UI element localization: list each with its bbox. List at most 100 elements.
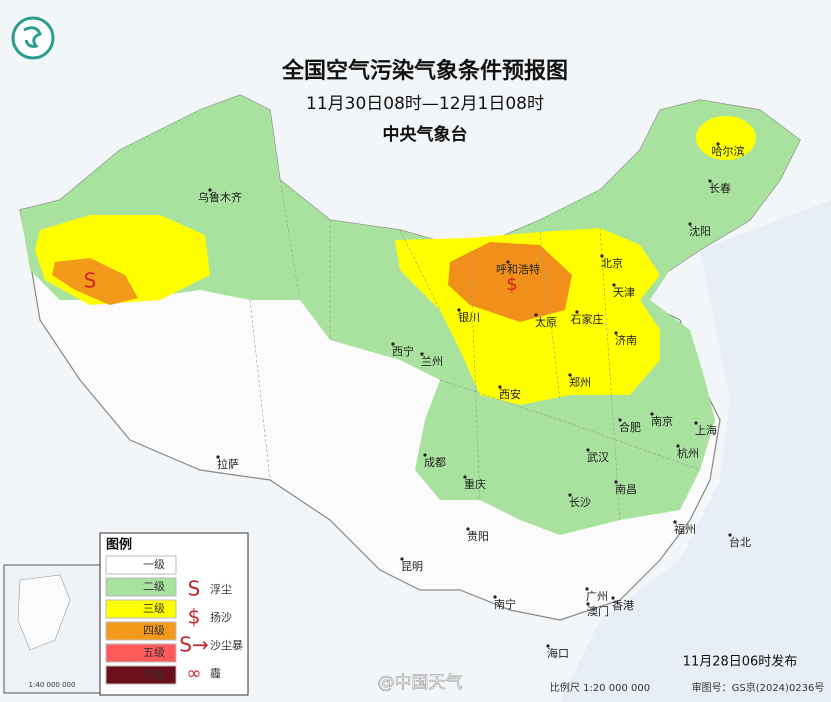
city-label: 长沙 xyxy=(569,496,591,509)
map-number: 审图号：GS京(2024)0236号 xyxy=(692,681,825,694)
city-dot xyxy=(694,421,698,425)
city-label: 西安 xyxy=(499,387,521,401)
city-label: 南昌 xyxy=(615,483,637,496)
city-label: 贵阳 xyxy=(467,530,489,543)
city-dot xyxy=(216,455,220,459)
legend-swatch xyxy=(105,577,177,597)
legend-level: 一级 xyxy=(143,558,165,571)
city-label: 福州 xyxy=(674,522,696,536)
inset-scale: 1:40 000 000 xyxy=(29,681,76,689)
city-label: 台北 xyxy=(729,535,751,549)
city-label: 乌鲁木齐 xyxy=(198,190,242,204)
city-dot xyxy=(391,342,395,346)
city-label: 拉萨 xyxy=(217,457,239,471)
city-label: 郑州 xyxy=(569,375,591,389)
city-dot xyxy=(457,308,461,312)
city-label: 香港 xyxy=(612,599,634,612)
legend-phenomenon: 扬沙 xyxy=(210,610,232,624)
city-label: 重庆 xyxy=(464,477,486,491)
city-label: 长春 xyxy=(709,182,731,195)
sea xyxy=(560,200,831,702)
city-label: 兰州 xyxy=(421,355,443,368)
city-dot xyxy=(611,596,615,600)
city-label: 济南 xyxy=(615,333,637,347)
city-dot xyxy=(463,475,467,479)
legend-swatch xyxy=(105,621,177,641)
legend-phenomenon: 沙尘暴 xyxy=(210,639,243,652)
legend-symbol: $ xyxy=(188,605,201,629)
legend-symbol: S xyxy=(188,577,201,601)
city-dot xyxy=(420,352,424,356)
level-4-area xyxy=(52,258,138,305)
city-dot xyxy=(614,331,618,335)
level-4-area xyxy=(448,242,572,322)
city-label: 海口 xyxy=(547,646,569,660)
period: 11月30日08时—12月1日08时 xyxy=(306,94,544,114)
city-label: 西宁 xyxy=(392,344,414,358)
city-dot xyxy=(676,444,680,448)
city-label: 银川 xyxy=(458,310,480,324)
level-2-area xyxy=(20,95,800,535)
city-dot xyxy=(498,385,502,389)
city-label: 太原 xyxy=(535,316,557,329)
city-label: 昆明 xyxy=(401,560,423,573)
city-label: 哈尔滨 xyxy=(712,144,745,158)
legend-swatch xyxy=(105,599,177,619)
city-label: 杭州 xyxy=(677,446,699,460)
legend-title: 图例 xyxy=(106,537,132,553)
watermark: @中国天气 xyxy=(378,673,463,693)
inset-land xyxy=(17,574,71,651)
city-label: 广州 xyxy=(586,590,608,603)
logo-mark xyxy=(23,26,42,48)
city-label: 天津 xyxy=(613,286,635,299)
city-dot xyxy=(466,527,470,531)
city-dot xyxy=(618,418,622,422)
city-dot xyxy=(586,602,590,606)
map-scale: 比例尺 1:20 000 000 xyxy=(550,681,650,694)
city-dot xyxy=(493,595,497,599)
legend-swatch xyxy=(105,665,177,685)
city-dot xyxy=(585,587,589,591)
legend-level: 三级 xyxy=(143,602,165,615)
city-dot xyxy=(506,260,510,264)
city-dot xyxy=(546,644,550,648)
city-dot xyxy=(534,313,538,317)
city-label: 南宁 xyxy=(494,597,516,611)
city-label: 南京 xyxy=(651,414,673,428)
city-dot xyxy=(600,254,604,258)
city-dot xyxy=(688,222,692,226)
city-dot xyxy=(612,283,616,287)
city-dot xyxy=(568,493,572,497)
legend-swatch xyxy=(105,643,177,663)
city-dot xyxy=(400,557,404,561)
city-label: 北京 xyxy=(601,256,623,270)
city-label: 成都 xyxy=(424,456,446,469)
city-dot xyxy=(208,188,212,192)
city-label: 上海 xyxy=(695,423,717,437)
legend-phenomena: S 浮尘 $ 扬沙S→ 沙尘暴 ∞ 霾 xyxy=(179,577,243,685)
city-dot xyxy=(586,448,590,452)
issuer: 中央气象台 xyxy=(383,124,468,145)
city-dot xyxy=(423,453,427,457)
city-label: 呼和浩特 xyxy=(496,262,540,276)
city-label: 武汉 xyxy=(587,451,609,464)
legend-swatch xyxy=(105,555,177,575)
legend-level: 二级 xyxy=(143,580,165,593)
legend-phenomenon: 霾 xyxy=(210,667,221,680)
city-label: 石家庄 xyxy=(571,312,604,326)
city-dot xyxy=(673,520,677,524)
city-label: 澳门 xyxy=(587,604,609,618)
city-dot xyxy=(568,373,572,377)
title: 全国空气污染气象条件预报图 xyxy=(281,58,568,84)
legend-level: 四级 xyxy=(143,624,165,637)
dust-symbol: S xyxy=(84,269,97,293)
city-dot xyxy=(728,533,732,537)
province-border xyxy=(249,179,701,521)
dust-symbol: $ xyxy=(506,274,517,295)
city-label: 合肥 xyxy=(619,420,641,434)
city-dot xyxy=(575,310,579,314)
legend-level: 五级 xyxy=(143,646,165,659)
